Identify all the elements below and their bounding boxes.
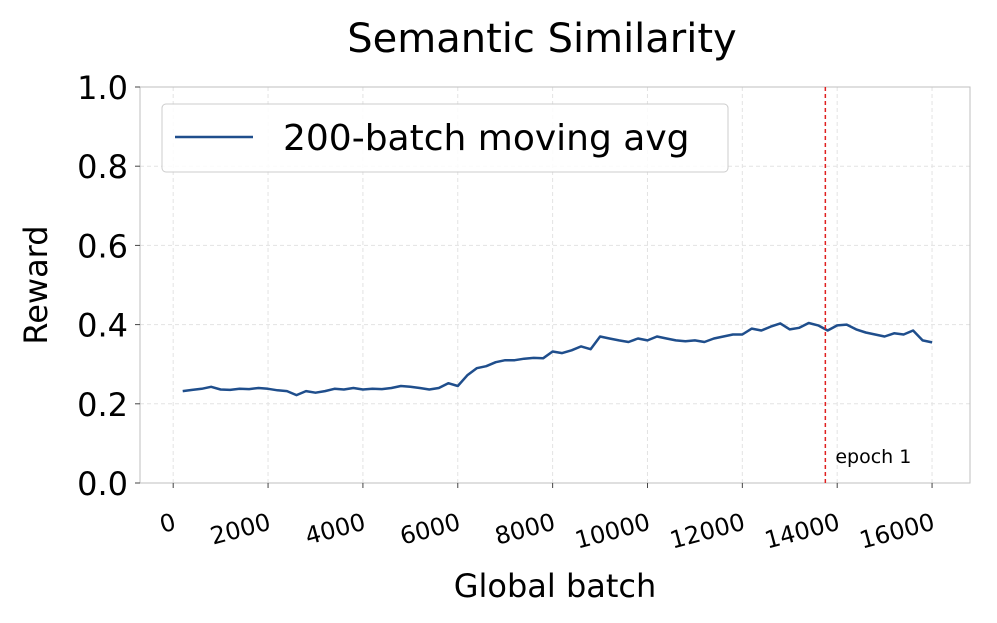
y-tick-label: 0.8 (77, 148, 128, 186)
y-tick-label: 0.6 (77, 227, 128, 265)
y-tick-label: 1.0 (77, 69, 128, 107)
chart-title: Semantic Similarity (347, 16, 736, 62)
legend-label: 200-batch moving avg (283, 118, 690, 159)
x-axis-label: Global batch (454, 567, 657, 605)
series-layer (182, 321, 933, 397)
legend-box (161, 103, 729, 173)
plot-frame (139, 86, 971, 484)
epoch-marker-label: epoch 1 (835, 446, 911, 468)
annotation-layer: epoch 1 (824, 87, 911, 483)
y-tick-label: 0.2 (77, 386, 128, 424)
y-axis-label: Reward (17, 225, 55, 344)
y-tick-label: 0.0 (77, 465, 128, 503)
legend: 200-batch moving avg (161, 103, 729, 173)
series-line (182, 321, 933, 397)
y-axis-ticks: 0.0 0.2 0.4 0.6 0.8 1.0 (77, 69, 140, 503)
y-tick-label: 0.4 (77, 307, 128, 345)
x-tick-label: 0 (157, 508, 179, 539)
